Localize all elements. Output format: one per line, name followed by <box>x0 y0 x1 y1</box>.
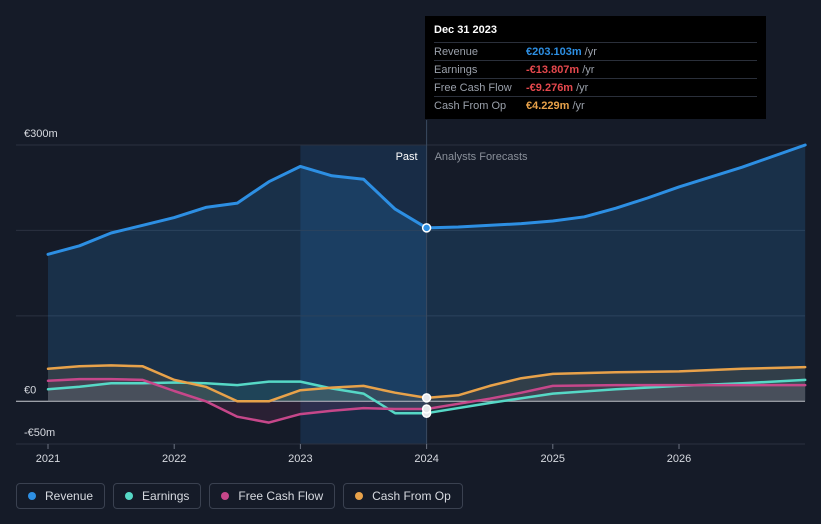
x-tick-label: 2021 <box>36 453 60 465</box>
x-axis-labels: 2021 2022 2023 2024 2025 2026 <box>36 444 691 465</box>
x-tick-label: 2025 <box>541 453 565 465</box>
legend-label: Cash From Op <box>372 489 451 503</box>
tooltip-value: €203.103m <box>526 45 582 58</box>
x-tick-label: 2022 <box>162 453 186 465</box>
tooltip-label: Earnings <box>434 63 478 76</box>
hover-markers <box>421 223 432 418</box>
line-cash-from-op <box>46 364 807 403</box>
series-lines <box>46 143 807 424</box>
legend-item-revenue[interactable]: Revenue <box>16 483 106 509</box>
tooltip-date: Dec 31 2023 <box>434 24 497 36</box>
tooltip: Dec 31 2023 Revenue €203.103m /yr Earnin… <box>425 16 766 119</box>
x-tick-label: 2026 <box>667 453 691 465</box>
x-tick-label: 2023 <box>288 453 312 465</box>
gridlines <box>16 144 805 445</box>
tooltip-value: €4.229m <box>526 99 570 112</box>
line-free-cash-flow <box>46 377 807 424</box>
tooltip-row-free-cash-flow: Free Cash Flow -€9.276m /yr <box>434 78 757 96</box>
area-cash-from-op <box>48 365 806 402</box>
tooltip-value: -€9.276m <box>526 81 574 94</box>
legend-dot-icon <box>125 492 134 500</box>
legend-item-cash-from-op[interactable]: Cash From Op <box>343 483 463 509</box>
tooltip-unit: /yr <box>584 45 597 58</box>
tooltip-label: Free Cash Flow <box>434 81 512 94</box>
y-axis-labels: €300m €0 -€50m <box>24 128 58 439</box>
past-label: Past <box>396 151 418 163</box>
tooltip-label: Revenue <box>434 45 479 58</box>
tooltip-row-earnings: Earnings -€13.807m /yr <box>434 60 757 78</box>
x-tick-label: 2024 <box>414 453 438 465</box>
legend-label: Free Cash Flow <box>238 489 324 503</box>
tooltip-label: Cash From Op <box>434 99 507 112</box>
analysts-forecasts-label: Analysts Forecasts <box>435 151 528 163</box>
tooltip-unit: /yr <box>576 81 589 94</box>
area-earnings <box>48 379 806 414</box>
legend-label: Earnings <box>142 489 190 503</box>
legend-dot-icon <box>221 492 230 500</box>
legend-dot-icon <box>355 492 364 500</box>
y-tick-label: -€50m <box>24 427 55 439</box>
legend-label: Revenue <box>45 489 94 503</box>
legend-dot-icon <box>28 492 36 500</box>
tooltip-row-revenue: Revenue €203.103m /yr <box>434 42 757 60</box>
tooltip-unit: /yr <box>582 63 595 76</box>
marker-free-cash-flow <box>421 404 432 414</box>
marker-revenue <box>421 223 432 233</box>
tooltip-value: -€13.807m <box>526 63 580 76</box>
line-revenue <box>46 143 807 256</box>
marker-cash-from-op <box>421 393 432 403</box>
legend: Revenue Earnings Free Cash Flow Cash Fro… <box>16 483 463 509</box>
y-tick-label: €0 <box>24 384 36 396</box>
legend-item-free-cash-flow[interactable]: Free Cash Flow <box>209 483 336 509</box>
y-tick-label: €300m <box>24 128 58 140</box>
legend-item-earnings[interactable]: Earnings <box>113 483 202 509</box>
tooltip-unit: /yr <box>572 99 585 112</box>
tooltip-row-cash-from-op: Cash From Op €4.229m /yr <box>434 96 757 114</box>
